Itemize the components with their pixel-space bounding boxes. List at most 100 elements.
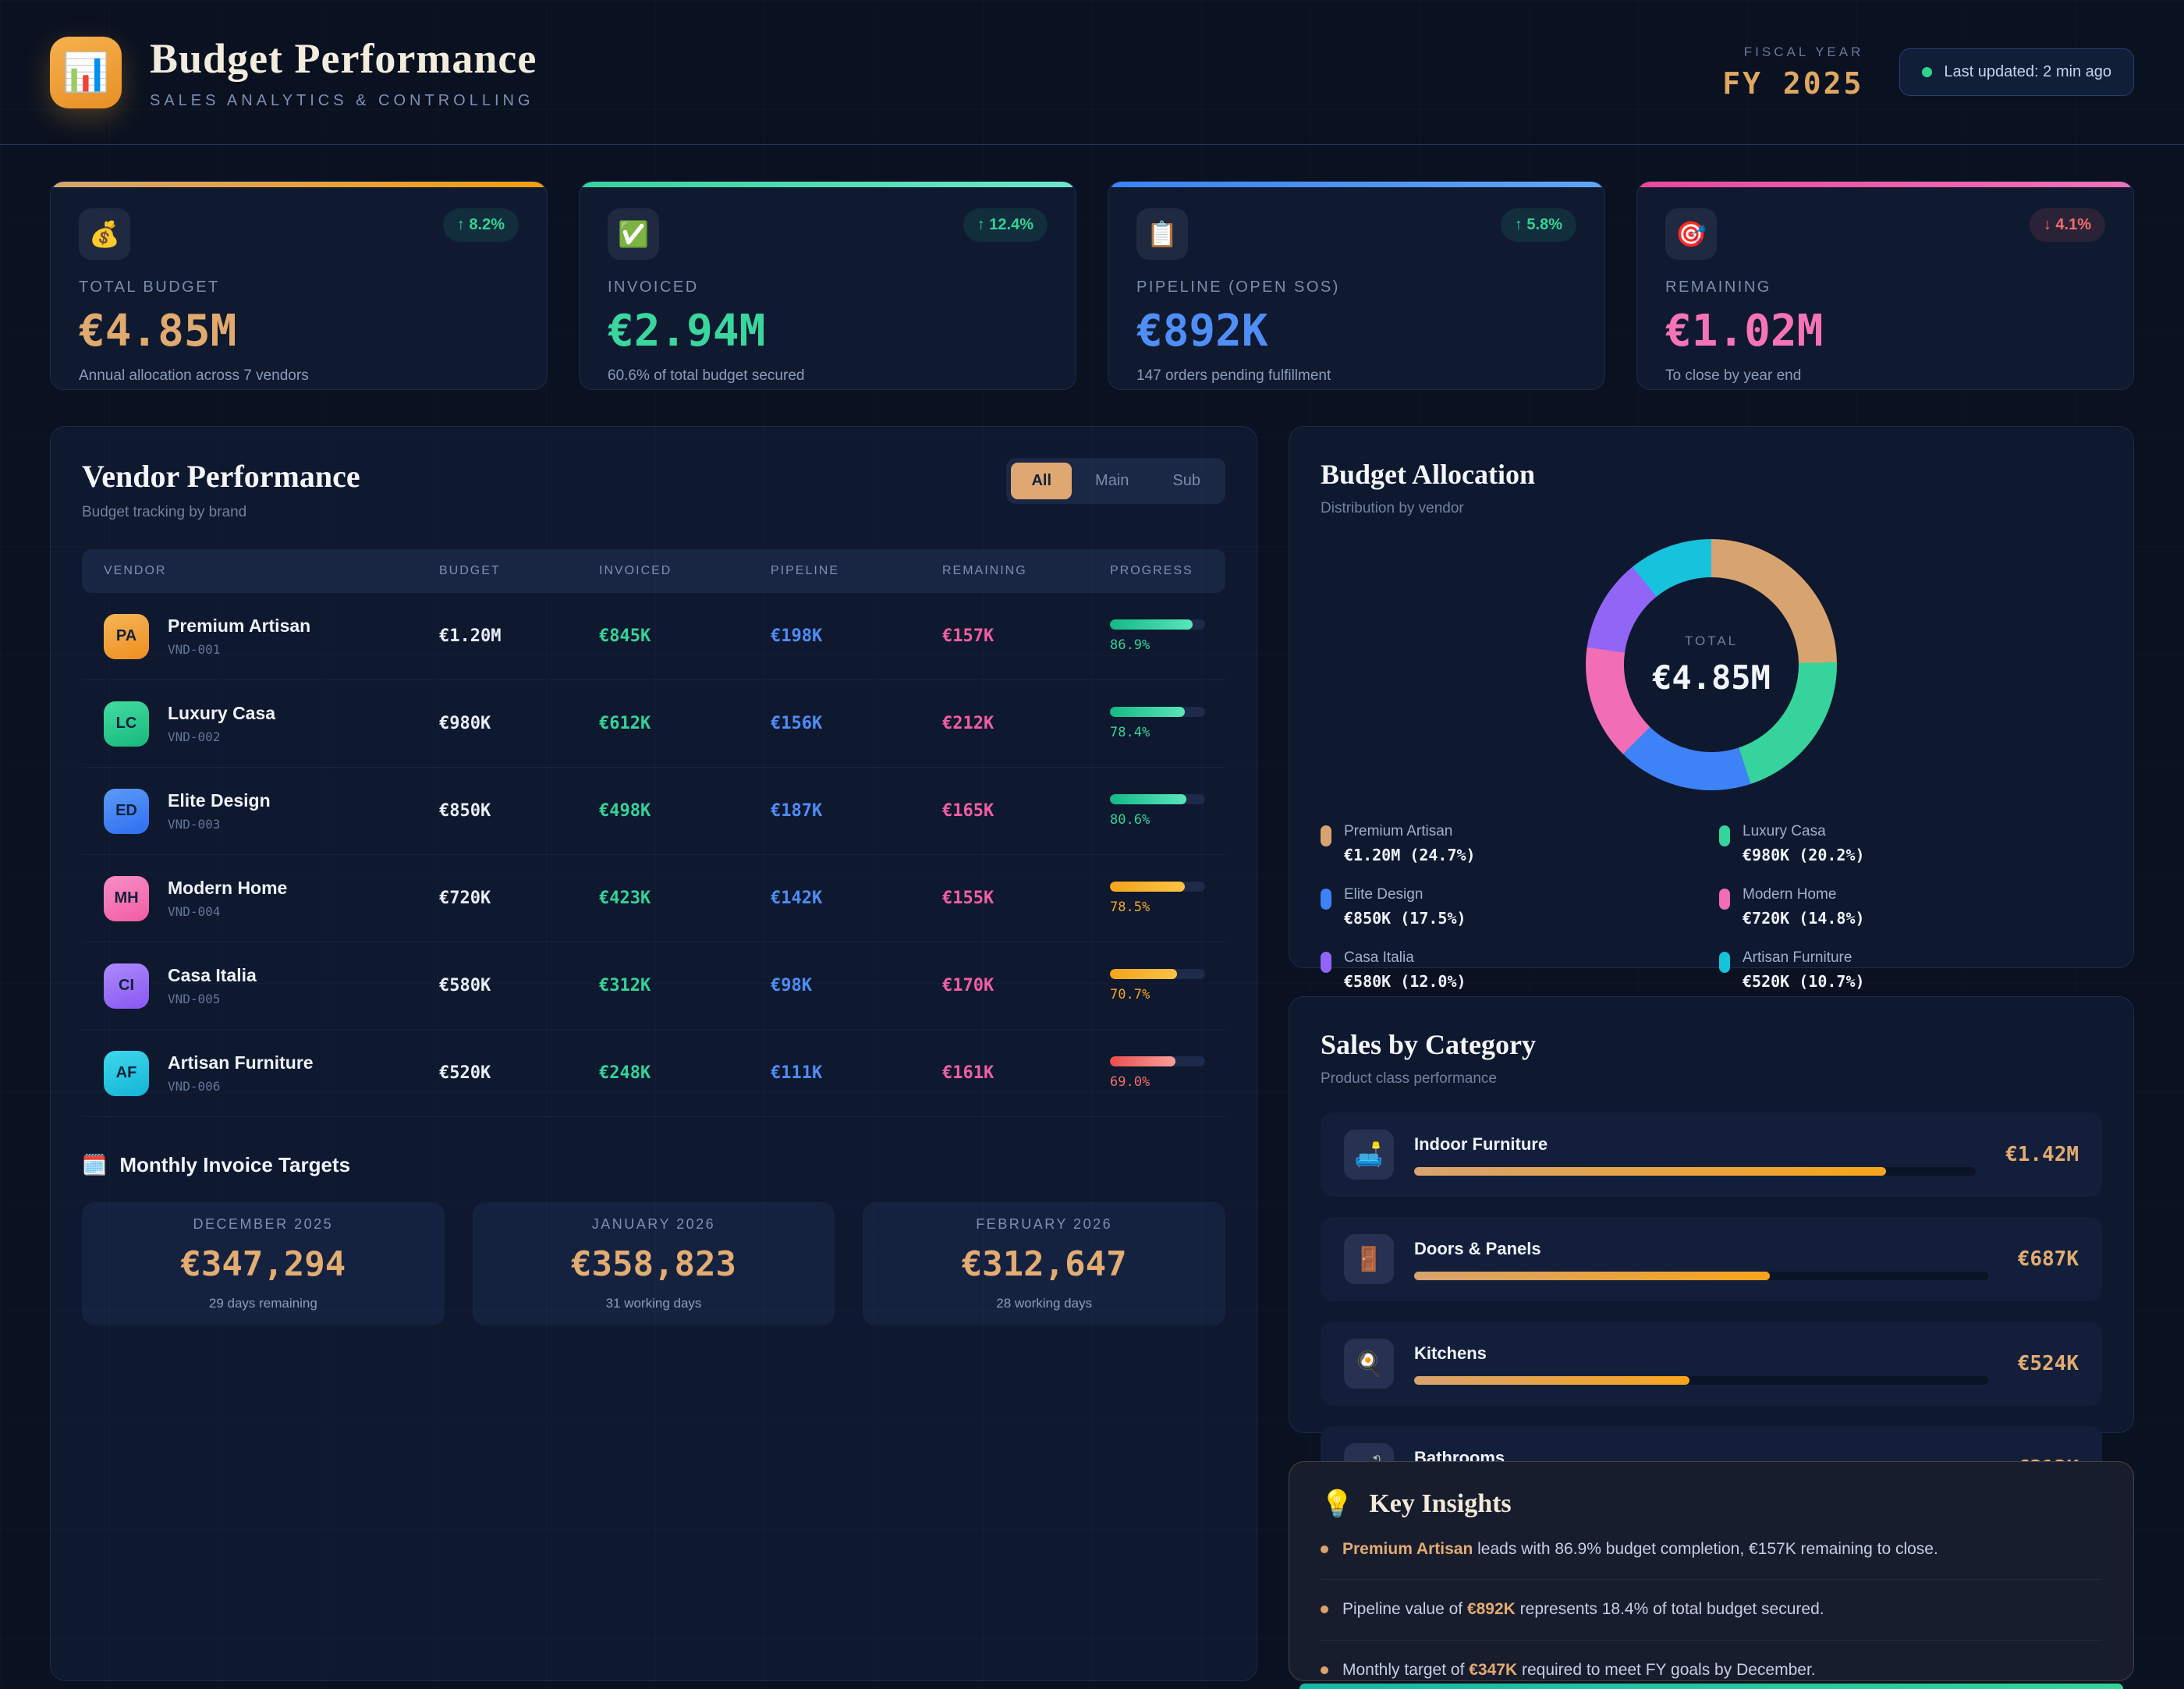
monthly-target-card: JANUARY 2026 €358,823 31 working days [472, 1202, 835, 1325]
insight-highlight: €892K [1466, 1600, 1516, 1619]
table-row[interactable]: ED Elite Design VND-003 €850K €498K €187K €165… [82, 768, 1225, 855]
legend-text: Modern Home €720K (14.8%) [1743, 886, 1865, 928]
table-row[interactable]: PA Premium Artisan VND-001 €1.20M €845K €198K… [82, 593, 1225, 680]
page-title: Budget Performance [150, 35, 537, 82]
table-row[interactable]: MH Modern Home VND-004 €720K €423K €142K €155K… [82, 855, 1225, 942]
table-row[interactable]: AF Artisan Furniture VND-006 €520K €248K €111… [82, 1030, 1225, 1117]
vendor-identity: Casa Italia VND-005 [168, 965, 257, 1006]
column-header: PIPELINE [771, 564, 840, 577]
vendor-filter-toggle: All Main Sub [1006, 458, 1225, 504]
table-row[interactable]: LC Luxury Casa VND-002 €980K €612K €156K €212K… [82, 680, 1225, 768]
column-header: REMAINING [942, 564, 1027, 577]
vendor-avatar: PA [104, 613, 149, 659]
insight-item: Monthly target of €347K required to meet… [1321, 1641, 2102, 1680]
donut-total-label: TOTAL [1684, 633, 1739, 648]
legend-swatch-icon [1719, 889, 1730, 910]
vendor-cell: ED Elite Design VND-003 [104, 788, 439, 834]
app-header: 📊 Budget Performance SALES ANALYTICS & C… [0, 0, 2184, 145]
category-emoji-icon: 🍳 [1344, 1339, 1394, 1389]
insight-highlight: Premium Artisan [1342, 1540, 1473, 1558]
legend-item: Luxury Casa €980K (20.2%) [1719, 823, 2102, 864]
table-row[interactable]: CI Casa Italia VND-005 €580K €312K €98K €170K 7… [82, 942, 1225, 1030]
progress-cell: 70.7% [1110, 969, 1205, 1002]
category-emoji-icon: 🛋️ [1344, 1130, 1394, 1180]
monthly-target-card: FEBRUARY 2026 €312,647 28 working days [863, 1202, 1225, 1325]
monthly-target-card: DECEMBER 2025 €347,294 29 days remaining [82, 1202, 445, 1325]
legend-name: Artisan Furniture [1743, 949, 1852, 966]
pipeline-value: €111K [771, 1063, 823, 1083]
pipeline-value: €142K [771, 889, 823, 908]
kpi-delta-badge: ↑ 12.4% [963, 208, 1048, 242]
invoiced-value: €845K [599, 626, 651, 646]
target-subtext: 31 working days [605, 1296, 702, 1311]
column-header: PROGRESS [1110, 564, 1193, 577]
legend-item: Modern Home €720K (14.8%) [1719, 886, 2102, 928]
category-row[interactable]: 🛋️ Indoor Furniture €1.42M [1321, 1112, 2102, 1197]
last-updated-pill: Last updated: 2 min ago [1899, 48, 2134, 96]
status-dot-icon [1922, 67, 1933, 77]
pipeline-value: €187K [771, 801, 823, 821]
last-updated-text: Last updated: 2 min ago [1944, 63, 2111, 80]
progress-track [1110, 619, 1205, 630]
pipeline-value: €98K [771, 976, 812, 995]
kpi-subtext: To close by year end [1665, 367, 1802, 384]
target-subtext: 28 working days [996, 1296, 1093, 1311]
remaining-value: €157K [942, 626, 994, 646]
bullet-dot-icon [1321, 1666, 1328, 1674]
donut-center: TOTAL €4.85M [1624, 577, 1799, 752]
category-row[interactable]: 🚪 Doors & Panels €687K [1321, 1217, 2102, 1301]
bullet-dot-icon [1321, 1545, 1328, 1553]
progress-cell: 78.5% [1110, 882, 1205, 915]
invoiced-value: €312K [599, 976, 651, 995]
kpi-card: 🎯 ↓ 4.1% REMAINING €1.02M To close by year e… [1636, 181, 2134, 390]
sales-by-category-card: Sales by Category Product class performa… [1289, 996, 2134, 1510]
vendor-avatar: LC [104, 701, 149, 747]
legend-name: Elite Design [1344, 886, 1424, 903]
insight-text: Pipeline value of €892K represents 18.4%… [1342, 1600, 1824, 1619]
category-row[interactable]: 🍳 Kitchens €524K [1321, 1322, 2102, 1406]
app-logo-chart-icon: 📊 [50, 36, 122, 108]
vendor-performance-subtitle: Budget tracking by brand [82, 504, 247, 520]
kpi-row: 💰 ↑ 8.2% TOTAL BUDGET €4.85M Annual allocati… [50, 181, 2134, 390]
kpi-delta-badge: ↓ 4.1% [2029, 208, 2105, 242]
kpi-emoji-icon: 🎯 [1665, 208, 1717, 260]
kpi-value: €1.02M [1665, 306, 1824, 357]
vendor-name: Modern Home [168, 878, 288, 898]
vendor-name: Casa Italia [168, 965, 257, 985]
progress-percent: 78.5% [1110, 899, 1150, 915]
insight-item: Premium Artisan leads with 86.9% budget … [1321, 1520, 2102, 1581]
progress-fill [1110, 619, 1193, 630]
vendor-cell: PA Premium Artisan VND-001 [104, 613, 439, 659]
filter-all-button[interactable]: All [1011, 463, 1072, 499]
vendor-avatar: ED [104, 788, 149, 834]
category-emoji-icon: 🚪 [1344, 1234, 1394, 1284]
pipeline-value: €198K [771, 626, 823, 646]
calendar-icon: 🗓️ [82, 1153, 108, 1176]
progress-percent: 78.4% [1110, 725, 1150, 740]
invoiced-value: €248K [599, 1063, 651, 1083]
kpi-label: PIPELINE (OPEN SOS) [1136, 279, 1340, 296]
legend-swatch-icon [1719, 825, 1730, 846]
legend-item: Premium Artisan €1.20M (24.7%) [1321, 823, 1704, 864]
vendor-identity: Modern Home VND-004 [168, 878, 287, 919]
budget-value: €850K [439, 801, 491, 821]
sales-by-category-title: Sales by Category [1321, 1029, 1536, 1060]
progress-percent: 69.0% [1110, 1074, 1150, 1090]
legend-name: Modern Home [1743, 886, 1837, 903]
filter-main-button[interactable]: Main [1075, 463, 1149, 499]
target-month: JANUARY 2026 [591, 1216, 716, 1232]
legend-text: Premium Artisan €1.20M (24.7%) [1344, 823, 1476, 864]
donut-total-value: €4.85M [1652, 658, 1771, 697]
budget-value: €520K [439, 1063, 491, 1083]
category-value: €524K [2017, 1352, 2079, 1375]
kpi-emoji-icon: 💰 [79, 208, 130, 260]
kpi-label: REMAINING [1665, 279, 1771, 296]
vendor-cell: MH Modern Home VND-004 [104, 875, 439, 921]
progress-fill [1110, 969, 1178, 979]
vendor-cell: LC Luxury Casa VND-002 [104, 701, 439, 747]
vendor-avatar: AF [104, 1050, 149, 1096]
kpi-top-accent [51, 182, 547, 187]
target-value: €358,823 [571, 1244, 736, 1284]
filter-sub-button[interactable]: Sub [1152, 463, 1221, 499]
kpi-emoji-icon: 📋 [1136, 208, 1188, 260]
